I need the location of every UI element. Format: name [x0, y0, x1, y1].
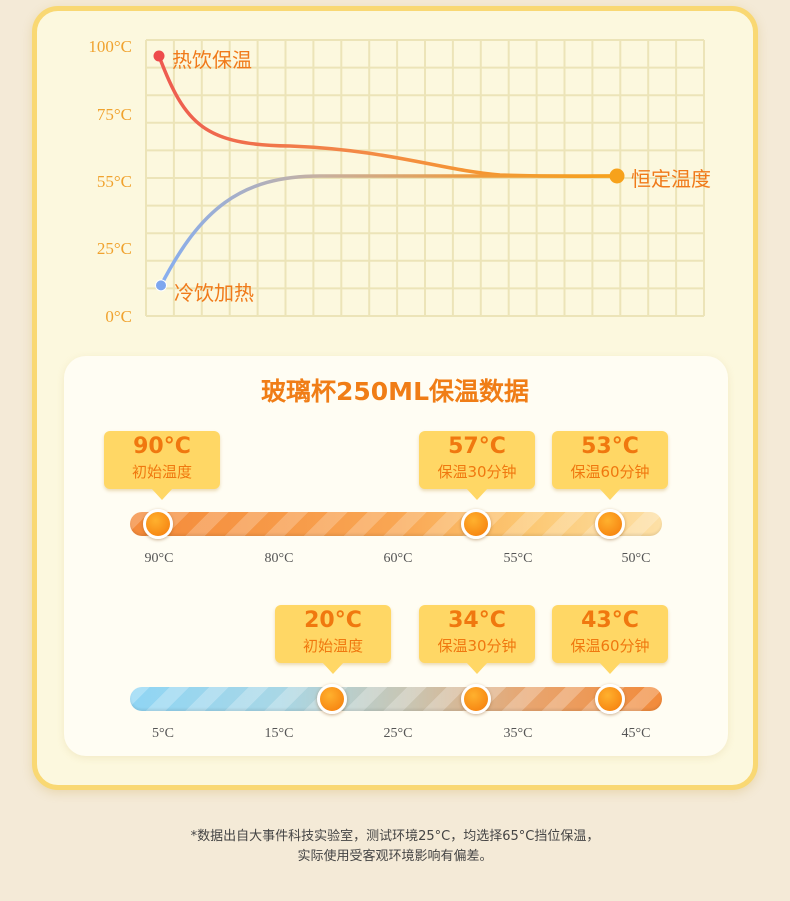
tag-value: 53°C: [581, 434, 639, 459]
tag-label: 保温30分钟: [437, 637, 517, 655]
series-label-hot: 热饮保温: [172, 48, 252, 72]
bar-tick-label: 5°C: [152, 726, 174, 741]
end-label: 恒定温度: [631, 167, 711, 191]
tag-value: 57°C: [448, 434, 506, 459]
y-tick-label: 100°C: [88, 37, 132, 56]
bar-tick-label: 60°C: [383, 551, 413, 566]
series-line-hot: [157, 54, 619, 178]
tag-label: 初始温度: [131, 463, 192, 481]
temperature-bar-cold: [130, 687, 662, 711]
y-tick-label: 75°C: [96, 105, 132, 124]
bar-tick-label: 50°C: [621, 551, 651, 566]
series-start-point-cold: [155, 279, 167, 292]
marker-hot-initial: [143, 509, 173, 539]
series-start-point-hot: [153, 50, 165, 62]
tag-value: 90°C: [133, 434, 191, 459]
tag-hot-initial: 90°C 初始温度: [104, 431, 220, 500]
bar-tick-label: 55°C: [503, 551, 533, 566]
bar-tick-label: 80°C: [264, 551, 294, 566]
marker-hot-60min: [595, 509, 625, 539]
series-label-cold: 冷饮加热: [174, 281, 254, 305]
chart-plot: [145, 39, 705, 317]
y-tick-label: 55°C: [96, 172, 132, 191]
tag-label: 保温60分钟: [570, 463, 650, 481]
tag-label: 保温60分钟: [570, 637, 650, 655]
tag-cold-initial: 20°C 初始温度: [275, 605, 391, 674]
tag-label: 保温30分钟: [437, 463, 517, 481]
tag-label: 初始温度: [302, 637, 363, 655]
tag-value: 43°C: [581, 608, 639, 633]
footnote-line-2: 实际使用受客观环境影响有偏差。: [297, 849, 493, 864]
y-tick-label: 0°C: [105, 307, 132, 326]
marker-cold-60min: [595, 684, 625, 714]
temperature-bar-hot: [130, 512, 662, 536]
chart-grid: [145, 39, 705, 317]
marker-hot-30min: [461, 509, 491, 539]
series-line-cold: [159, 174, 619, 288]
bar-tick-label: 35°C: [503, 726, 533, 741]
tag-hot-30min: 57°C 保温30分钟: [419, 431, 535, 500]
footnote-line-1: *数据出自大事件科技实验室，测试环境25°C，均选择65°C挡位保温，: [190, 829, 600, 844]
panel-title: 玻璃杯250ML保温数据: [261, 377, 529, 406]
tag-cold-30min: 34°C 保温30分钟: [419, 605, 535, 674]
y-tick-label: 25°C: [96, 239, 132, 258]
bar-tick-label: 90°C: [144, 551, 174, 566]
bar-tick-label: 45°C: [621, 726, 651, 741]
series-end-point: [609, 168, 625, 184]
tag-hot-60min: 53°C 保温60分钟: [552, 431, 668, 500]
bar-tick-label: 25°C: [383, 726, 413, 741]
tag-value: 20°C: [304, 608, 362, 633]
marker-cold-30min: [461, 684, 491, 714]
tag-cold-60min: 43°C 保温60分钟: [552, 605, 668, 674]
marker-cold-initial: [317, 684, 347, 714]
tag-value: 34°C: [448, 608, 506, 633]
bar-tick-label: 15°C: [264, 726, 294, 741]
